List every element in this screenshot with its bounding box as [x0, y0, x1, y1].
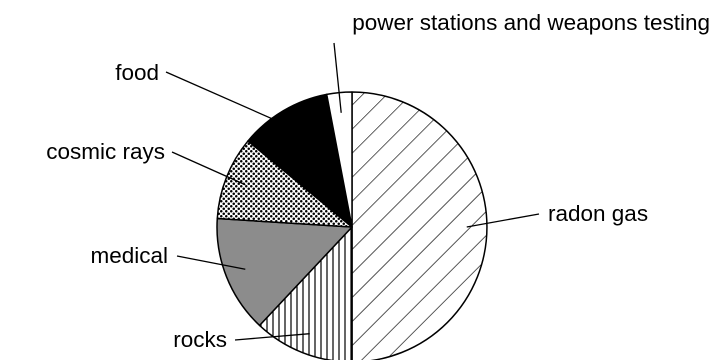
slice-labels: radon gas rocks medical cosmic rays food powe… — [46, 10, 710, 352]
slice-label-rocks: rocks — [173, 327, 227, 352]
slice-label-cosmic-rays: cosmic rays — [46, 139, 165, 164]
leader-lines — [165, 42, 540, 341]
leader-line-cosmic-rays — [171, 151, 246, 186]
pie-slice-cosmic-rays — [216, 140, 353, 228]
leader-line-food — [165, 71, 294, 129]
pie-slices — [216, 91, 488, 360]
slice-label-radon-gas: radon gas — [548, 201, 648, 226]
pie-slice-medical — [216, 217, 353, 327]
leader-line-rocks — [234, 333, 310, 341]
slice-label-food: food — [115, 60, 159, 85]
leader-line-power-stations-and-weapons-testing — [333, 42, 342, 113]
slice-label-medical: medical — [90, 243, 168, 268]
pie-slice-radon-gas — [351, 91, 488, 360]
slice-label-power-stations-and-weapons-testing: power stations and weapons testing — [352, 10, 710, 35]
pie-slice-food — [247, 93, 353, 228]
leader-line-medical — [176, 255, 246, 270]
leader-line-radon-gas — [466, 213, 540, 228]
pie-slice-rocks — [258, 226, 353, 360]
